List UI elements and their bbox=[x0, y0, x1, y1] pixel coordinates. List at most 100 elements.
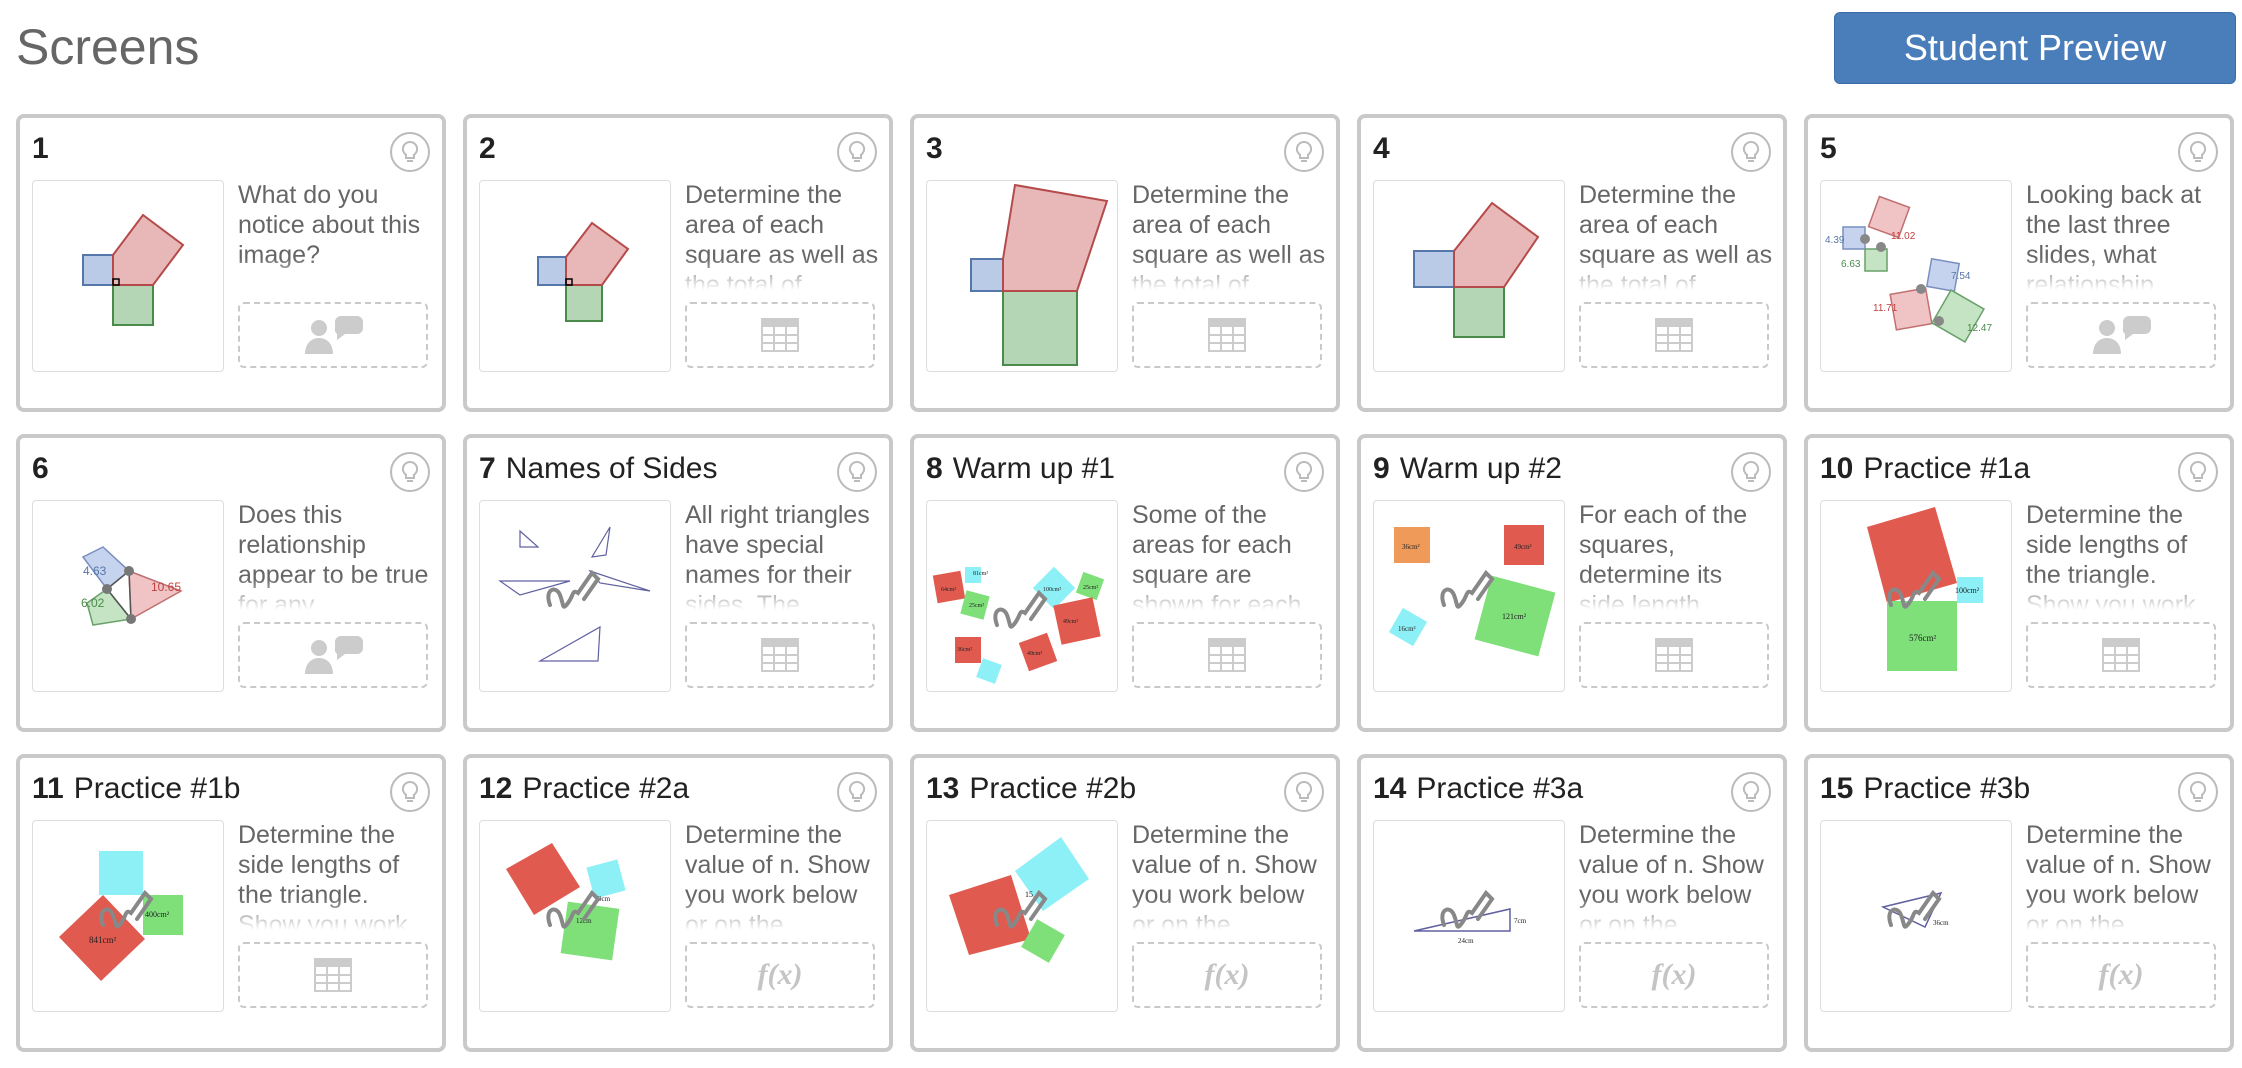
lightbulb-icon[interactable] bbox=[390, 452, 430, 492]
screen-header: 14 Practice #3a bbox=[1373, 772, 1703, 806]
screen-number: 8 bbox=[926, 452, 943, 485]
thumbnail-label: 24cm bbox=[1458, 937, 1474, 945]
component-indicator bbox=[1579, 302, 1769, 368]
lightbulb-icon[interactable] bbox=[2178, 452, 2218, 492]
screen-title: Practice #3b bbox=[1863, 772, 2031, 805]
thumbnail-label: 49cm² bbox=[1514, 543, 1532, 551]
page-title: Screens bbox=[16, 19, 200, 75]
screen-card-7[interactable]: 7 Names of Sides All right triangles have… bbox=[463, 434, 893, 732]
thumbnail-label: 36cm bbox=[1933, 919, 1949, 927]
component-indicator: f(x) bbox=[1132, 942, 1322, 1008]
screen-card-15[interactable]: 15 Practice #3b 36cm Determine the value … bbox=[1804, 754, 2234, 1052]
screen-card-8[interactable]: 8 Warm up #1 81cm² 25cm² 100cm² 36cm² 25c… bbox=[910, 434, 1340, 732]
screen-header: 4 bbox=[1373, 132, 1703, 166]
lightbulb-icon[interactable] bbox=[1284, 132, 1324, 172]
lightbulb-icon[interactable] bbox=[837, 452, 877, 492]
screen-thumbnail bbox=[32, 180, 224, 372]
screen-number: 9 bbox=[1373, 452, 1390, 485]
component-indicator: f(x) bbox=[1579, 942, 1769, 1008]
thumbnail-label: 25cm² bbox=[969, 603, 984, 609]
table-icon bbox=[314, 958, 352, 992]
screen-thumbnail bbox=[1373, 180, 1565, 372]
component-indicator bbox=[1132, 622, 1322, 688]
lightbulb-icon[interactable] bbox=[1731, 772, 1771, 812]
lightbulb-icon[interactable] bbox=[1284, 772, 1324, 812]
screen-thumbnail: 7cm 24cm bbox=[1373, 820, 1565, 1012]
screen-card-12[interactable]: 12 Practice #2a 9cm 12cm Determine the va… bbox=[463, 754, 893, 1052]
screen-header: 11 Practice #1b bbox=[32, 772, 362, 806]
table-icon bbox=[761, 638, 799, 672]
lightbulb-icon[interactable] bbox=[1284, 452, 1324, 492]
component-indicator bbox=[1132, 302, 1322, 368]
screen-title: Practice #2b bbox=[969, 772, 1137, 805]
lightbulb-icon[interactable] bbox=[837, 772, 877, 812]
screen-thumbnail: 36cm² 49cm² 16cm² 121cm² bbox=[1373, 500, 1565, 692]
screen-header: 6 bbox=[32, 452, 362, 486]
thumbnail-label: 100cm² bbox=[1955, 586, 1980, 595]
screen-card-3[interactable]: 3 Determine the area of each square as w… bbox=[910, 114, 1340, 412]
screen-card-6[interactable]: 6 4.63 10.65 6.02 Does this relationship… bbox=[16, 434, 446, 732]
screen-thumbnail: 400cm² 841cm² bbox=[32, 820, 224, 1012]
screen-thumbnail: 9cm 12cm bbox=[479, 820, 671, 1012]
component-indicator bbox=[2026, 622, 2216, 688]
thumbnail-label: 4.39 bbox=[1825, 235, 1845, 246]
lightbulb-icon[interactable] bbox=[1731, 452, 1771, 492]
screen-header: 1 bbox=[32, 132, 362, 166]
chat-icon bbox=[2093, 316, 2151, 354]
screen-header: 7 Names of Sides bbox=[479, 452, 809, 486]
screen-header: 5 bbox=[1820, 132, 2150, 166]
thumbnail-label: 16cm² bbox=[1398, 625, 1416, 633]
screen-card-10[interactable]: 10 Practice #1a 100cm² 576cm² Determine t… bbox=[1804, 434, 2234, 732]
screen-number: 13 bbox=[926, 772, 960, 805]
function-icon: f(x) bbox=[757, 958, 803, 991]
screen-card-13[interactable]: 13 Practice #2b 15 Determine the value of… bbox=[910, 754, 1340, 1052]
function-icon: f(x) bbox=[1204, 958, 1250, 991]
screen-card-9[interactable]: 9 Warm up #2 36cm² 49cm² 16cm² 121cm² For… bbox=[1357, 434, 1787, 732]
table-icon bbox=[1208, 638, 1246, 672]
screen-thumbnail: 4.63 10.65 6.02 bbox=[32, 500, 224, 692]
student-preview-button[interactable]: Student Preview bbox=[1834, 12, 2236, 84]
thumbnail-label: 7.54 bbox=[1951, 271, 1971, 282]
thumbnail-label: 7cm bbox=[1514, 917, 1527, 925]
screen-header: 2 bbox=[479, 132, 809, 166]
screen-header: 3 bbox=[926, 132, 1256, 166]
thumbnail-label: 100cm² bbox=[1043, 587, 1061, 593]
screen-number: 3 bbox=[926, 132, 943, 165]
screen-card-4[interactable]: 4 Determine the area of each square as w… bbox=[1357, 114, 1787, 412]
thumbnail-label: 15 bbox=[1025, 890, 1033, 899]
screen-thumbnail: 100cm² 576cm² bbox=[1820, 500, 2012, 692]
screen-card-2[interactable]: 2 Determine the area of each square as w… bbox=[463, 114, 893, 412]
thumbnail-label: 49cm² bbox=[1063, 619, 1078, 625]
screen-card-5[interactable]: 5 4.39 11.02 6.63 7.54 11.71 12.47 Looki… bbox=[1804, 114, 2234, 412]
thumbnail-label: 12.47 bbox=[1967, 323, 1992, 334]
lightbulb-icon[interactable] bbox=[2178, 132, 2218, 172]
thumbnail-label: 841cm² bbox=[89, 935, 116, 945]
thumbnail-label: 121cm² bbox=[1502, 612, 1527, 621]
table-icon bbox=[1655, 638, 1693, 672]
component-indicator: f(x) bbox=[685, 942, 875, 1008]
screen-header: 15 Practice #3b bbox=[1820, 772, 2150, 806]
component-indicator bbox=[685, 302, 875, 368]
lightbulb-icon[interactable] bbox=[837, 132, 877, 172]
screen-card-11[interactable]: 11 Practice #1b 400cm² 841cm² Determine t… bbox=[16, 754, 446, 1052]
lightbulb-icon[interactable] bbox=[2178, 772, 2218, 812]
component-indicator bbox=[238, 302, 428, 368]
lightbulb-icon[interactable] bbox=[1731, 132, 1771, 172]
screen-thumbnail bbox=[479, 180, 671, 372]
thumbnail-label: 64cm² bbox=[941, 587, 956, 593]
screen-number: 10 bbox=[1820, 452, 1854, 485]
screens-grid: 1 What do you notice about this image? 2… bbox=[16, 114, 2234, 1052]
thumbnail-label: 576cm² bbox=[1909, 633, 1936, 643]
thumbnail-label: 4.63 bbox=[83, 564, 107, 578]
screen-number: 7 bbox=[479, 452, 496, 485]
screen-title: Practice #2a bbox=[522, 772, 690, 805]
lightbulb-icon[interactable] bbox=[390, 132, 430, 172]
screen-number: 14 bbox=[1373, 772, 1407, 805]
screen-thumbnail: 36cm bbox=[1820, 820, 2012, 1012]
screen-thumbnail bbox=[479, 500, 671, 692]
component-indicator bbox=[1579, 622, 1769, 688]
thumbnail-label: 6.02 bbox=[81, 596, 105, 610]
lightbulb-icon[interactable] bbox=[390, 772, 430, 812]
screen-card-14[interactable]: 14 Practice #3a 7cm 24cm Determine the va… bbox=[1357, 754, 1787, 1052]
screen-card-1[interactable]: 1 What do you notice about this image? bbox=[16, 114, 446, 412]
